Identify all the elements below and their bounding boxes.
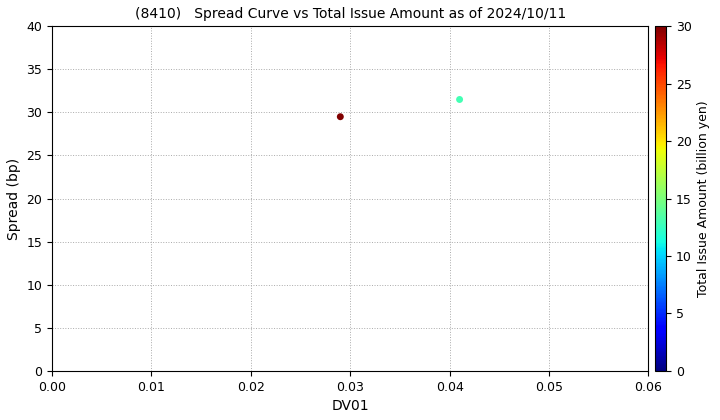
Point xyxy=(454,96,465,103)
Y-axis label: Total Issue Amount (billion yen): Total Issue Amount (billion yen) xyxy=(698,100,711,297)
Point xyxy=(335,113,346,120)
X-axis label: DV01: DV01 xyxy=(331,399,369,413)
Title: (8410)   Spread Curve vs Total Issue Amount as of 2024/10/11: (8410) Spread Curve vs Total Issue Amoun… xyxy=(135,7,566,21)
Y-axis label: Spread (bp): Spread (bp) xyxy=(7,158,21,239)
